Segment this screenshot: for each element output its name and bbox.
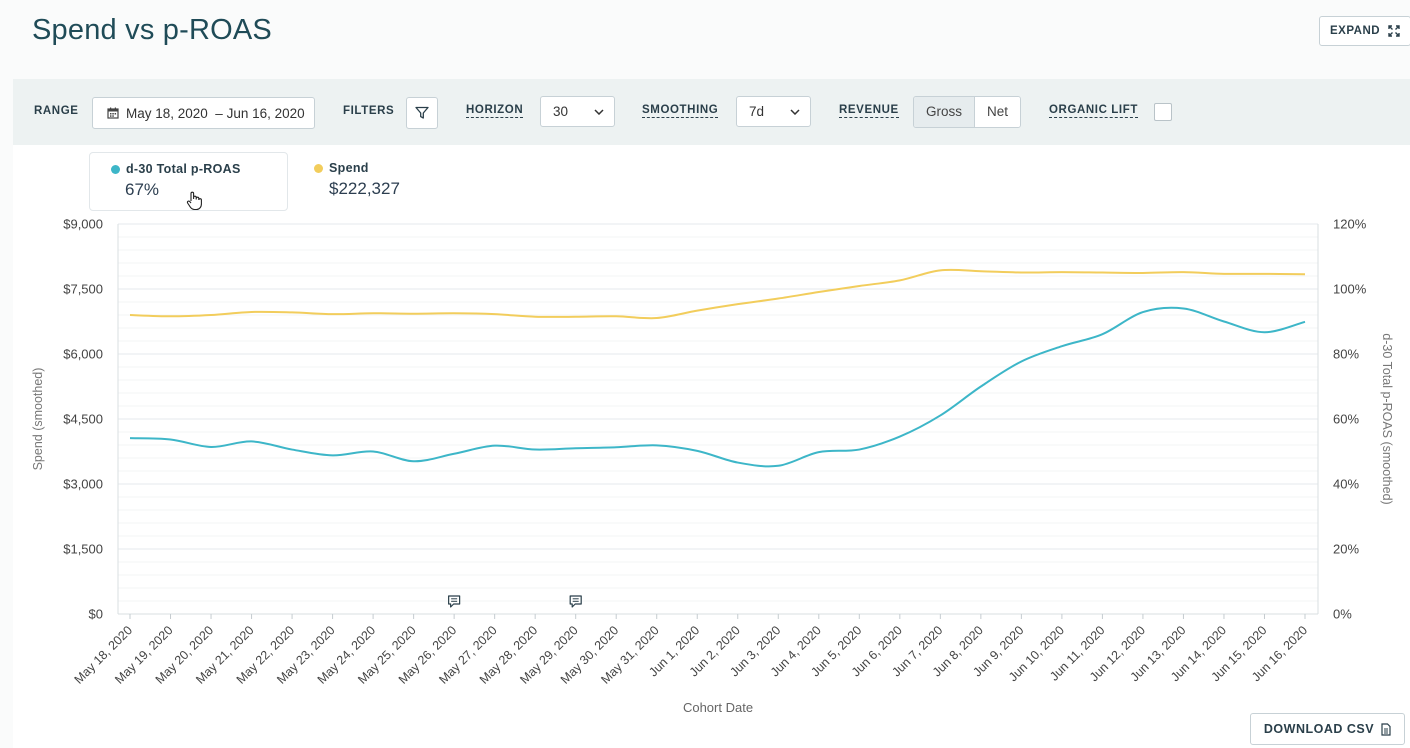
proas-legend-dot [111, 164, 120, 174]
smoothing-value: 7d [749, 104, 765, 119]
file-icon [1381, 722, 1391, 736]
expand-label: EXPAND [1330, 25, 1381, 37]
legend-item-proas[interactable]: d-30 Total p-ROAS 67% [89, 152, 288, 211]
chevron-down-icon [594, 108, 604, 115]
filters-label: FILTERS [343, 105, 395, 117]
smoothing-select[interactable]: 7d [736, 96, 811, 127]
revenue-option-net[interactable]: Net [975, 97, 1021, 127]
legend-value: $222,327 [329, 179, 400, 198]
range-label: RANGE [34, 105, 79, 117]
legend-name: Spend [329, 161, 369, 175]
download-csv-button[interactable]: DOWNLOAD CSV [1250, 713, 1405, 745]
legend-value: 67% [125, 180, 160, 199]
legend-name: d-30 Total p-ROAS [126, 162, 241, 176]
organic-lift-checkbox[interactable] [1154, 103, 1172, 121]
revenue-label[interactable]: REVENUE [839, 104, 899, 118]
horizon-select[interactable]: 30 [540, 96, 615, 127]
filter-icon [415, 106, 429, 119]
filter-button[interactable] [406, 97, 438, 129]
organic-lift-label[interactable]: ORGANIC LIFT [1049, 104, 1138, 118]
hand-cursor-icon [186, 191, 202, 211]
page-title: Spend vs p-ROAS [32, 14, 272, 46]
calendar-icon [107, 107, 119, 119]
legend-item-spend[interactable]: Spend $222,327 [300, 152, 460, 211]
spend-legend-dot [314, 163, 323, 173]
download-csv-label: DOWNLOAD CSV [1263, 722, 1375, 736]
chart-toolbar: RANGE May 18, 2020 – Jun 16, 2020 FILTER… [13, 79, 1410, 145]
revenue-option-gross[interactable]: Gross [914, 97, 976, 127]
chevron-down-icon [790, 108, 800, 115]
chart-panel [13, 145, 1410, 748]
date-range-value: May 18, 2020 – Jun 16, 2020 [126, 105, 305, 121]
date-range-picker[interactable]: May 18, 2020 – Jun 16, 2020 [92, 97, 315, 129]
expand-icon [1388, 25, 1400, 37]
revenue-toggle[interactable]: Gross Net [913, 96, 1022, 128]
horizon-label[interactable]: HORIZON [466, 104, 524, 118]
expand-button[interactable]: EXPAND [1319, 16, 1410, 46]
smoothing-label[interactable]: SMOOTHING [642, 104, 719, 118]
horizon-value: 30 [553, 104, 569, 119]
